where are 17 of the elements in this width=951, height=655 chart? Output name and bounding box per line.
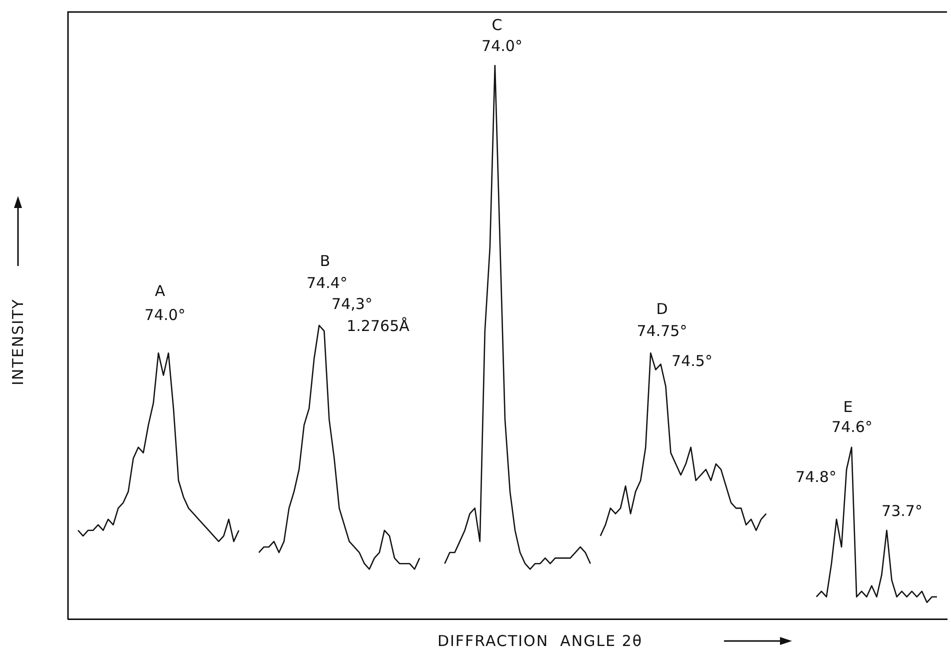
annotation: 74.6° — [832, 418, 872, 436]
annotation: D — [656, 300, 668, 318]
annotation: 74,3° — [332, 294, 372, 313]
text: 74.0° — [482, 36, 522, 55]
annotation: A — [154, 282, 166, 300]
annotation: 74.0° — [144, 306, 186, 324]
annotation: B — [320, 252, 330, 270]
y-axis-title: INTENSITY — [9, 298, 27, 386]
annotation: 73.7° — [882, 502, 922, 520]
annotation: 74.8° — [796, 468, 836, 486]
annotation: E — [843, 398, 853, 416]
annotation: 1.2765Å — [346, 316, 410, 335]
annotation: 74.5° — [672, 352, 712, 370]
x-axis-title: DIFFRACTION ANGLE 2θ — [437, 632, 643, 650]
text: C — [492, 16, 502, 34]
annotation: 74.75° — [636, 322, 688, 340]
annotation: 74.4° — [306, 274, 348, 292]
